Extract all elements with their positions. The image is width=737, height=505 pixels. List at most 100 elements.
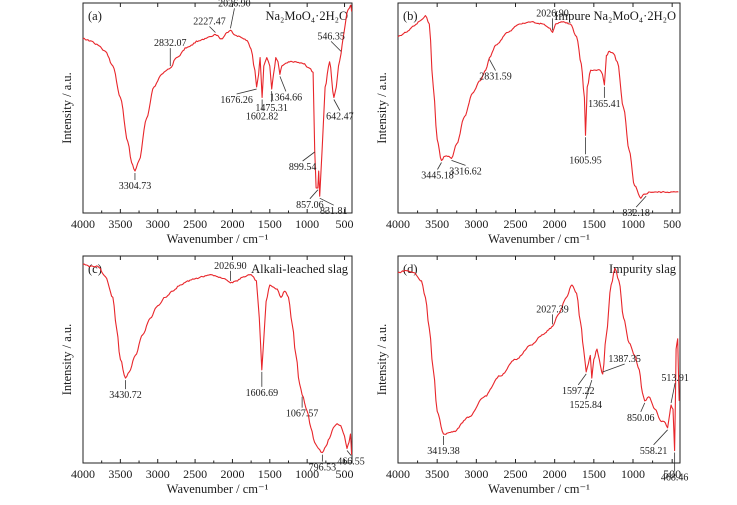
panel-title: Impure Na₂MoO₄·2H₂O: [554, 9, 676, 23]
x-tick-label: 3000: [464, 467, 488, 481]
peak-leader: [319, 197, 334, 206]
peak-label: 1475.31: [255, 103, 288, 114]
peak-leader: [230, 8, 235, 29]
spectrum-line: [397, 267, 680, 452]
peak-label: 2026.90: [218, 0, 251, 9]
x-tick-label: 500: [663, 217, 681, 231]
x-tick-label: 2000: [220, 467, 244, 481]
peak-label: 3445.18: [421, 171, 454, 182]
x-tick-label: 3000: [146, 217, 170, 231]
peak-leader: [635, 195, 647, 208]
x-tick-label: 1000: [621, 217, 645, 231]
peak-leader: [451, 160, 466, 166]
x-axis-label: Wavenumber / cm⁻¹: [167, 232, 269, 246]
x-tick-label: 4000: [386, 467, 410, 481]
peak-label: 2026.90: [214, 261, 247, 272]
peak-label: 558.21: [640, 446, 668, 457]
panel-d: 4000 3500 3000 2500 2000 1500 1000 500 Wavenumbe…: [375, 255, 689, 496]
peak-label: 642.47: [326, 112, 354, 123]
x-tick-label: 1500: [582, 467, 606, 481]
peak-leader: [330, 41, 342, 52]
y-axis-label: Intensity / a.u.: [60, 72, 74, 144]
panel-title: Alkali-leached slag: [251, 262, 349, 276]
panel-letter: (b): [403, 9, 418, 23]
peak-label: 850.06: [627, 413, 655, 424]
panel-title: Na₂MoO₄·2H₂O: [265, 9, 348, 23]
x-tick-label: 3000: [146, 467, 170, 481]
peak-label: 1597.22: [562, 386, 595, 397]
x-tick-label: 1000: [295, 467, 319, 481]
x-axis-label: Wavenumber / cm⁻¹: [488, 482, 590, 496]
x-tick-label: 2000: [543, 217, 567, 231]
x-tick-label: 1000: [295, 217, 319, 231]
peak-leader: [302, 151, 315, 162]
panel-title: Impurity slag: [609, 262, 677, 276]
peak-leader: [585, 380, 593, 400]
peak-label: 796.53: [309, 463, 337, 474]
y-axis-label: Intensity / a.u.: [375, 324, 389, 396]
peak-label: 468.46: [661, 473, 689, 484]
x-tick-label: 500: [336, 217, 354, 231]
spectrum-line: [397, 15, 679, 199]
peak-label: 1364.66: [270, 92, 303, 103]
peak-label: 466.55: [337, 457, 365, 468]
x-tick-label: 3500: [425, 217, 449, 231]
peak-label: 546.35: [317, 31, 345, 42]
plot-frame: [82, 2, 353, 214]
peak-label: 1387.35: [608, 354, 641, 365]
panel-b: 4000 3500 3000 2500 2000 1500 1000 500 Wavenumbe…: [375, 2, 681, 246]
peak-label: 1067.57: [286, 409, 319, 420]
peak-label: 857.06: [296, 200, 324, 211]
x-tick-label: 1500: [258, 217, 282, 231]
peak-label: 831.81: [320, 206, 348, 217]
peak-label: 1365.41: [588, 99, 621, 110]
peak-label: 2026.90: [536, 8, 569, 19]
spectrum-line: [82, 263, 353, 455]
plot-frame: [397, 2, 681, 214]
peak-label: 3419.38: [427, 446, 460, 457]
peak-leader: [653, 429, 668, 446]
panel-letter: (a): [88, 9, 102, 23]
peak-label: 3316.62: [449, 166, 482, 177]
peak-leader: [489, 59, 496, 71]
peak-label: 1676.26: [220, 95, 253, 106]
peak-label: 2831.59: [479, 72, 512, 83]
peak-label: 2027.39: [536, 304, 569, 315]
x-axis-label: Wavenumber / cm⁻¹: [167, 482, 269, 496]
spectrum-line: [82, 4, 353, 197]
y-axis-label: Intensity / a.u.: [60, 324, 74, 396]
peak-leader: [309, 189, 319, 200]
peak-leader: [236, 88, 257, 95]
y-axis-label: Intensity / a.u.: [375, 72, 389, 144]
peak-leader: [279, 76, 287, 92]
peak-leader: [670, 382, 676, 404]
peak-label: 2832.07: [154, 38, 187, 49]
peak-label: 899.54: [289, 162, 317, 173]
peak-leader: [333, 99, 341, 111]
peak-label: 2227.47: [193, 17, 226, 28]
x-tick-label: 500: [336, 467, 354, 481]
x-tick-label: 3500: [108, 467, 132, 481]
peak-leader: [346, 450, 352, 456]
x-tick-label: 2000: [543, 467, 567, 481]
peak-label: 1602.82: [246, 112, 279, 123]
x-tick-label: 1000: [621, 467, 645, 481]
plot-frame: [397, 255, 681, 464]
x-tick-label: 2500: [504, 217, 528, 231]
x-tick-label: 3000: [464, 217, 488, 231]
x-tick-label: 4000: [71, 217, 95, 231]
x-tick-label: 4000: [386, 217, 410, 231]
x-tick-label: 1500: [582, 217, 606, 231]
x-tick-label: 3500: [425, 467, 449, 481]
peak-label: 3304.73: [119, 181, 152, 192]
x-tick-label: 2500: [504, 467, 528, 481]
peak-leader: [640, 402, 646, 413]
x-tick-label: 4000: [71, 467, 95, 481]
panel-c: 4000 3500 3000 2500 2000 1500 1000 500 Wavenumbe…: [60, 255, 365, 496]
peak-label: 3430.72: [109, 390, 142, 401]
x-tick-label: 1500: [258, 467, 282, 481]
panel-a: 4000 3500 3000 2500 2000 1500 1000 500 Wavenumbe…: [60, 0, 354, 246]
peak-label: 1605.95: [569, 155, 602, 166]
